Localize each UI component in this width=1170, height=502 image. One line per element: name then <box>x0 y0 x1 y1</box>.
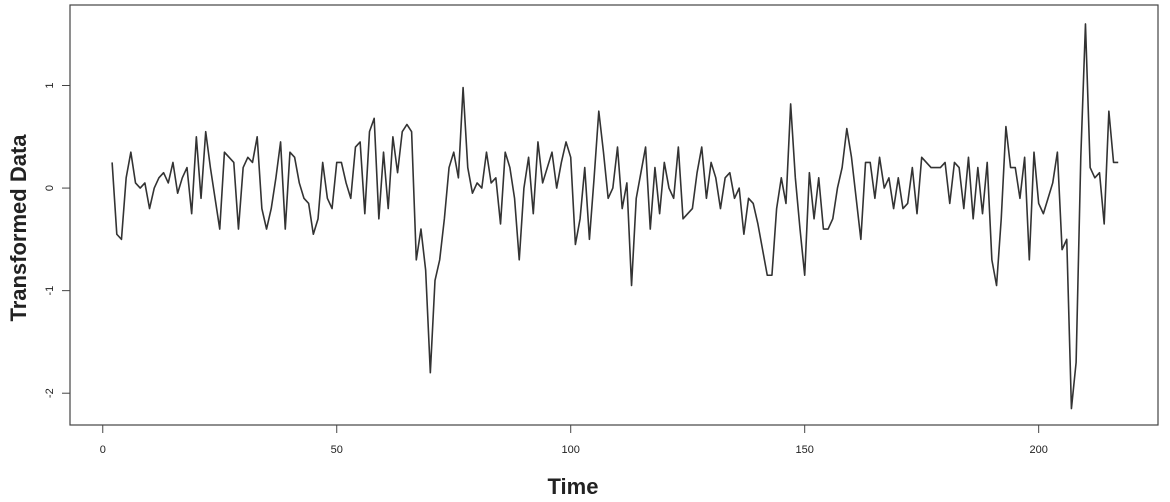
y-tick-label: 1 <box>44 82 56 88</box>
y-tick-label: -1 <box>44 286 56 296</box>
y-tick-label: -2 <box>44 388 56 398</box>
x-tick-label: 100 <box>562 444 580 456</box>
x-tick-label: 50 <box>331 444 343 456</box>
x-tick-label: 0 <box>100 444 106 456</box>
data-line <box>111 23 1119 410</box>
y-tick-label: 0 <box>44 185 56 191</box>
x-tick-label: 200 <box>1029 444 1047 456</box>
x-axis-title: Time <box>548 474 599 499</box>
y-axis-title: Transformed Data <box>6 134 31 322</box>
plot-frame <box>69 4 1159 426</box>
x-tick-label: 150 <box>796 444 814 456</box>
